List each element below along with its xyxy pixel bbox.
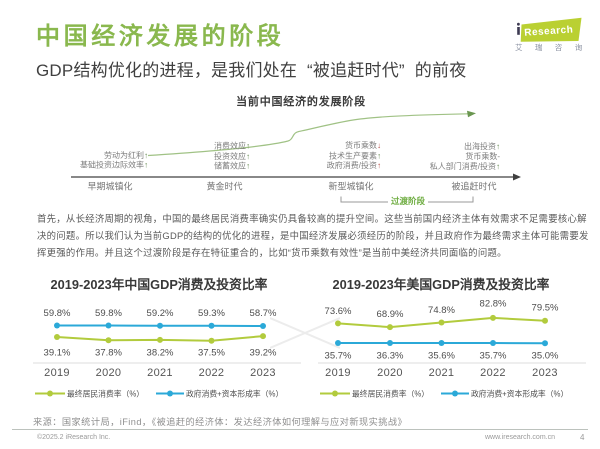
svg-text:投资效应↑: 投资效应↑ (214, 151, 250, 161)
svg-text:37.8%: 37.8% (95, 348, 122, 359)
svg-text:基础投资边际效率↑: 基础投资边际效率↑ (80, 160, 148, 170)
svg-text:35.0%: 35.0% (532, 351, 559, 362)
svg-text:政府消费/投资↑: 政府消费/投资↑ (327, 160, 381, 170)
svg-text:59.8%: 59.8% (95, 308, 122, 319)
svg-text:艾瑞咨询: 艾瑞咨询 (515, 42, 595, 52)
svg-text:2020: 2020 (377, 367, 403, 379)
svg-text:2019: 2019 (325, 367, 351, 379)
svg-text:2019: 2019 (44, 367, 70, 379)
svg-text:黄金时代: 黄金时代 (206, 181, 242, 192)
svg-text:2020: 2020 (96, 367, 122, 379)
svg-text:59.8%: 59.8% (44, 308, 71, 319)
svg-text:35.7%: 35.7% (325, 351, 352, 362)
svg-text:2019-2023年中国GDP消费及投资比率: 2019-2023年中国GDP消费及投资比率 (51, 277, 268, 292)
svg-text:新型城镇化: 新型城镇化 (328, 181, 373, 192)
svg-text:2022: 2022 (199, 367, 225, 379)
svg-text:最终居民消费率（%）: 最终居民消费率（%） (67, 389, 144, 399)
svg-text:36.3%: 36.3% (377, 351, 404, 362)
svg-text:39.2%: 39.2% (250, 348, 277, 359)
svg-text:Research: Research (524, 24, 574, 38)
svg-text:出海投资↑: 出海投资↑ (464, 141, 500, 151)
svg-text:74.8%: 74.8% (428, 305, 455, 316)
svg-text:劳动为红利↑: 劳动为红利↑ (104, 150, 148, 160)
svg-text:储蓄效应↑: 储蓄效应↑ (214, 161, 250, 171)
svg-text:消费效应↑: 消费效应↑ (214, 141, 250, 151)
svg-text:2023: 2023 (532, 367, 558, 379)
svg-text:59.3%: 59.3% (198, 308, 225, 319)
svg-text:73.6%: 73.6% (325, 306, 352, 317)
svg-text:2021: 2021 (429, 367, 455, 379)
svg-text:货币乘数-: 货币乘数- (465, 151, 500, 161)
svg-text:68.9%: 68.9% (377, 309, 404, 320)
svg-text:货币乘数↓: 货币乘数↓ (345, 140, 381, 150)
svg-text:82.8%: 82.8% (480, 299, 507, 310)
svg-text:被追赶时代: 被追赶时代 (451, 181, 496, 192)
svg-text:过渡阶段: 过渡阶段 (391, 196, 426, 206)
svg-text:当前中国经济的发展阶段: 当前中国经济的发展阶段 (236, 94, 366, 108)
svg-text:2021: 2021 (147, 367, 173, 379)
svg-text:2023: 2023 (250, 367, 276, 379)
svg-text:政府消费+资本形成率（%）: 政府消费+资本形成率（%） (471, 389, 568, 399)
svg-text:最终居民消费率（%）: 最终居民消费率（%） (352, 389, 429, 399)
svg-text:59.2%: 59.2% (147, 308, 174, 319)
svg-text:38.2%: 38.2% (147, 348, 174, 359)
svg-text:早期城镇化: 早期城镇化 (87, 181, 132, 192)
svg-text:79.5%: 79.5% (532, 303, 559, 314)
svg-text:58.7%: 58.7% (250, 308, 277, 319)
svg-text:技术生产要素↑: 技术生产要素↑ (329, 151, 381, 161)
svg-text:39.1%: 39.1% (44, 348, 71, 359)
svg-text:35.6%: 35.6% (428, 351, 455, 362)
svg-text:37.5%: 37.5% (198, 348, 225, 359)
svg-text:政府消费+资本形成率（%）: 政府消费+资本形成率（%） (186, 389, 283, 399)
svg-text:2019-2023年美国GDP消费及投资比率: 2019-2023年美国GDP消费及投资比率 (333, 277, 550, 292)
svg-text:35.7%: 35.7% (480, 351, 507, 362)
svg-text:私人部门消费/投资↑: 私人部门消费/投资↑ (430, 161, 500, 171)
svg-text:2022: 2022 (480, 367, 506, 379)
